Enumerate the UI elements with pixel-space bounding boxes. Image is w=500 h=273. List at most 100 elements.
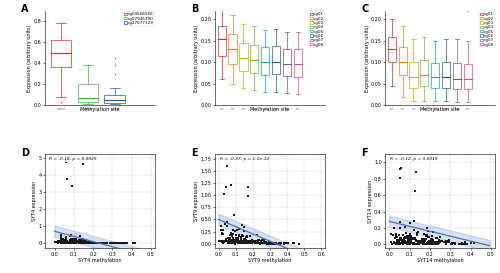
Point [424,242,432,246]
Point [74,240,82,245]
Point [428,237,436,241]
Point [450,241,458,245]
Point [95,241,103,245]
Point [414,239,422,244]
Point [442,239,450,243]
Point [234,240,242,245]
Point [412,170,420,174]
Point [266,240,274,245]
Point [434,240,442,245]
Point [418,238,426,243]
Point [430,242,438,246]
Point [269,241,277,246]
Point [108,241,116,245]
Point [271,241,279,246]
Point [248,241,256,246]
Y-axis label: SYT14 expression: SYT14 expression [368,180,372,223]
Point [393,241,401,245]
Point [246,240,254,245]
Point [242,234,250,239]
Point [99,241,107,245]
Point [272,241,280,246]
Point [401,240,409,245]
Point [272,241,280,245]
Point [428,242,436,246]
Point [402,231,410,235]
Point [80,241,88,245]
X-axis label: SYT4 methylation: SYT4 methylation [78,258,122,263]
Point [100,241,108,245]
Point [428,239,436,244]
Point [399,241,407,245]
Point [404,240,412,244]
Bar [294,49,302,77]
Point [280,241,288,246]
Bar [420,60,428,86]
Point [60,238,68,242]
Point [432,240,440,244]
Point [223,224,231,228]
Point [234,238,242,242]
Point [70,240,78,244]
Point [242,241,250,245]
Point [247,241,255,246]
Point [232,239,240,244]
Point [88,241,96,245]
Point [224,237,232,242]
Point [403,240,411,244]
Point [69,238,77,243]
Point [430,241,438,245]
Point [99,241,107,245]
Point [226,183,234,187]
Point [397,166,405,170]
Point [108,241,116,245]
Point [86,241,94,245]
Point [62,241,70,245]
Point [442,238,450,243]
Point [86,241,94,245]
Point [66,240,74,244]
Point [252,239,260,243]
Point [226,239,234,243]
Point [230,241,237,245]
Point [429,242,437,246]
Point [401,241,409,246]
Point [58,240,66,245]
Point [415,241,423,246]
Point [230,241,238,245]
Point [236,240,244,244]
Point [219,228,227,233]
X-axis label: Methylation site: Methylation site [420,106,460,112]
Point [400,239,407,243]
Point [96,241,104,245]
Point [87,241,95,245]
Point [240,239,248,243]
Point [406,238,413,242]
Point [426,239,434,243]
Point [227,239,235,244]
Point [272,241,280,246]
Point [413,232,421,236]
Point [261,241,269,245]
Point [118,241,126,245]
Point [266,241,274,246]
Point [88,241,96,245]
Point [246,241,254,245]
Point [243,240,251,245]
Point [55,240,63,244]
Point [60,239,68,243]
Point [72,237,80,241]
Point [445,240,453,244]
Point [260,241,268,246]
Point [402,236,410,240]
Point [427,242,435,247]
Point [78,240,86,245]
Point [66,241,74,245]
Point [76,234,84,238]
Point [394,241,402,246]
Point [123,241,131,245]
Point [420,241,428,245]
Point [232,232,239,237]
Point [236,240,244,244]
Point [251,240,259,244]
